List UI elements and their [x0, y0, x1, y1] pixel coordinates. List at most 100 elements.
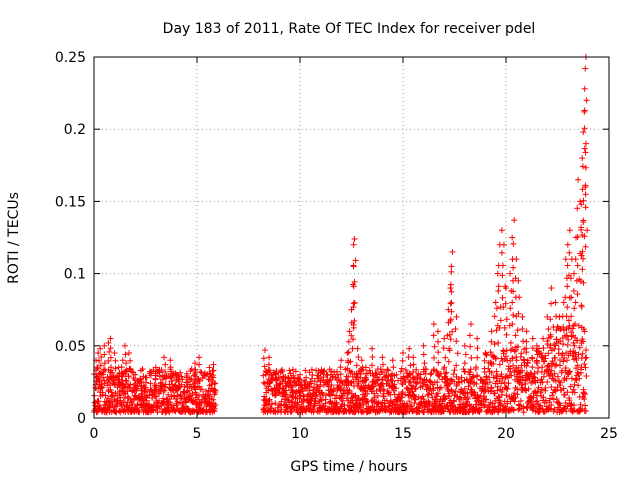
data-point — [453, 313, 460, 320]
data-point — [156, 390, 163, 397]
data-point — [503, 316, 510, 323]
data-point — [326, 387, 333, 394]
data-point — [345, 349, 352, 356]
data-point — [177, 369, 184, 376]
data-point — [533, 342, 540, 349]
data-point — [377, 366, 384, 373]
data-point — [510, 406, 517, 413]
data-point — [488, 369, 495, 376]
data-point — [453, 362, 460, 369]
data-point — [106, 397, 113, 404]
data-point — [530, 394, 537, 401]
data-point — [565, 336, 572, 343]
data-point — [174, 392, 181, 399]
data-point — [582, 149, 589, 156]
data-point — [563, 332, 570, 339]
data-point — [467, 369, 474, 376]
data-point — [488, 338, 495, 345]
data-point — [449, 328, 456, 335]
data-point — [500, 241, 507, 248]
data-point — [580, 390, 587, 397]
data-point — [565, 317, 572, 324]
data-point — [520, 338, 527, 345]
data-point — [282, 396, 289, 403]
data-point — [511, 398, 518, 405]
data-point — [261, 347, 268, 354]
data-point — [581, 233, 588, 240]
data-point — [519, 313, 526, 320]
data-point — [544, 313, 551, 320]
data-point — [556, 357, 563, 364]
data-point — [152, 364, 159, 371]
data-point — [306, 396, 313, 403]
data-point — [425, 391, 432, 398]
data-point — [560, 327, 567, 334]
data-point — [547, 316, 554, 323]
data-point — [451, 398, 458, 405]
data-point — [118, 403, 125, 410]
data-point — [397, 368, 404, 375]
data-point — [571, 381, 578, 388]
data-point — [534, 388, 541, 395]
data-point — [523, 369, 530, 376]
data-point — [421, 377, 428, 384]
data-point — [106, 348, 113, 355]
data-point — [351, 235, 358, 242]
data-point — [580, 197, 587, 204]
data-point — [508, 372, 515, 379]
data-point — [576, 375, 583, 382]
data-point — [514, 343, 521, 350]
data-point — [378, 376, 385, 383]
data-point — [260, 379, 267, 386]
data-point — [119, 384, 126, 391]
data-point — [321, 367, 328, 374]
data-point — [563, 408, 570, 415]
data-point — [442, 354, 449, 361]
data-point — [352, 408, 359, 415]
data-point — [515, 406, 522, 413]
data-point — [327, 376, 334, 383]
data-point — [448, 263, 455, 270]
data-point — [565, 324, 572, 331]
data-point — [482, 350, 489, 357]
data-point — [448, 308, 455, 315]
data-point — [579, 266, 586, 273]
data-point — [380, 393, 387, 400]
data-point — [406, 345, 413, 352]
data-point — [544, 338, 551, 345]
data-point — [440, 345, 447, 352]
data-point — [580, 129, 587, 136]
data-point — [545, 350, 552, 357]
data-point — [434, 379, 441, 386]
data-point — [542, 355, 549, 362]
data-point — [525, 385, 532, 392]
data-point — [481, 402, 488, 409]
data-point — [311, 384, 318, 391]
data-point — [192, 386, 199, 393]
data-point — [347, 369, 354, 376]
data-point — [427, 371, 434, 378]
data-point — [481, 393, 488, 400]
data-point — [97, 345, 104, 352]
data-point — [505, 380, 512, 387]
data-point — [555, 350, 562, 357]
data-point — [548, 384, 555, 391]
data-point — [210, 361, 217, 368]
data-point — [333, 392, 340, 399]
data-point — [101, 351, 108, 358]
data-point — [454, 350, 461, 357]
data-point — [566, 294, 573, 301]
data-point — [540, 345, 547, 352]
data-point — [548, 401, 555, 408]
data-point — [560, 358, 567, 365]
data-point — [116, 370, 123, 377]
data-point — [534, 398, 541, 405]
data-point — [410, 383, 417, 390]
data-point — [582, 408, 589, 415]
data-point — [580, 219, 587, 226]
data-point — [491, 313, 498, 320]
data-point — [272, 400, 279, 407]
data-point — [100, 368, 107, 375]
data-point — [581, 395, 588, 402]
data-point — [445, 358, 452, 365]
